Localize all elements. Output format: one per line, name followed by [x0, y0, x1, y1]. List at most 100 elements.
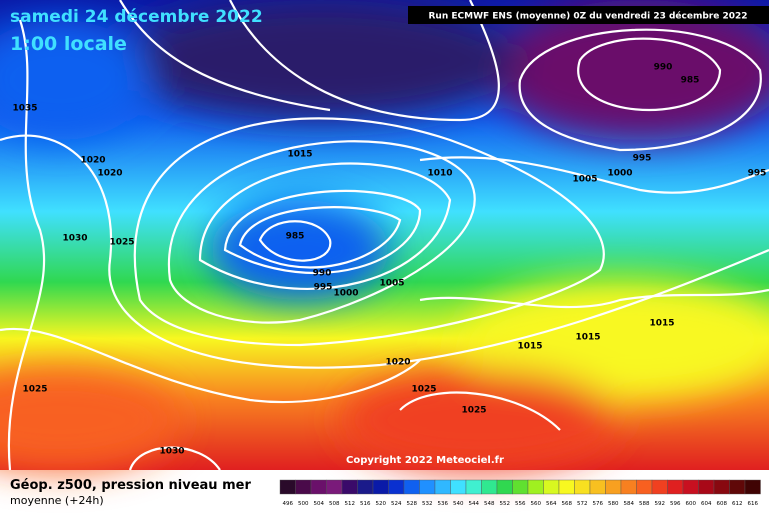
scale-swatch	[543, 479, 560, 495]
scale-swatch	[744, 479, 761, 495]
scale-label: 520	[376, 501, 387, 507]
isobar-label: 1030	[159, 447, 184, 457]
isobar-label: 985	[681, 76, 700, 86]
scale-swatch	[341, 479, 358, 495]
copyright: Copyright 2022 Meteociel.fr	[346, 455, 504, 466]
date: samedi 24 décembre 2022	[10, 7, 263, 27]
isobar-label: 1020	[97, 169, 122, 179]
scale-swatch	[574, 479, 591, 495]
scale-label: 544	[469, 501, 480, 507]
scale-label: 524	[391, 501, 402, 507]
scale-label: 572	[577, 501, 588, 507]
isobar-label: 1000	[607, 169, 632, 179]
scale-swatch	[326, 479, 343, 495]
scale-label: 592	[655, 501, 666, 507]
scale-label: 532	[422, 501, 433, 507]
isobar-label: 1020	[385, 358, 410, 368]
scale-label: 516	[360, 501, 371, 507]
isobar-label: 1000	[333, 289, 358, 299]
isobar-label: 1015	[287, 150, 312, 160]
isobars	[0, 0, 769, 470]
scale-label: 600	[686, 501, 697, 507]
scale-swatch	[620, 479, 637, 495]
scale-swatch	[512, 479, 529, 495]
isobar-label: 1025	[411, 385, 436, 395]
scale-swatch	[403, 479, 420, 495]
isobar-label: 1025	[22, 385, 47, 395]
scale-swatch	[651, 479, 668, 495]
isobar-label: 990	[313, 269, 332, 279]
isobar-label: 1015	[575, 333, 600, 343]
isobar-label: 1005	[572, 175, 597, 185]
isobar-label: 1015	[517, 342, 542, 352]
scale-label: 568	[562, 501, 573, 507]
isobar-label: 1020	[80, 156, 105, 166]
scale-label: 596	[670, 501, 681, 507]
color-scale: 496 500 504 508 512 516 520 524 528 532 536 540 544 5…	[279, 479, 761, 507]
isobar-label: 1015	[649, 319, 674, 329]
scale-label: 588	[639, 501, 650, 507]
scale-label: 536	[438, 501, 449, 507]
scale-swatch	[465, 479, 482, 495]
isobar-label: 995	[314, 283, 333, 293]
legend-title: Géop. z500, pression niveau mer	[10, 478, 251, 493]
scale-swatch	[636, 479, 653, 495]
scale-swatch	[729, 479, 746, 495]
scale-swatch	[496, 479, 513, 495]
scale-swatch	[372, 479, 389, 495]
scale-label: 496	[283, 501, 294, 507]
run-info: Run ECMWF ENS (moyenne) 0Z du vendredi 2…	[428, 11, 747, 22]
time: 1:00 locale	[10, 33, 127, 55]
isobar-label: 1025	[461, 406, 486, 416]
scale-label: 552	[500, 501, 511, 507]
isobar-label: 1005	[379, 279, 404, 289]
scale-swatch	[450, 479, 467, 495]
scale-label: 504	[314, 501, 325, 507]
legend-subtitle: moyenne (+24h)	[10, 494, 104, 507]
scale-swatch	[605, 479, 622, 495]
isobar-label: 1030	[62, 234, 87, 244]
scale-label: 500	[298, 501, 309, 507]
scale-swatch	[295, 479, 312, 495]
scale-label: 560	[531, 501, 542, 507]
scale-swatch	[558, 479, 575, 495]
scale-label: 548	[484, 501, 495, 507]
scale-label: 528	[407, 501, 418, 507]
scale-swatch	[310, 479, 327, 495]
scale-label: 540	[453, 501, 464, 507]
scale-swatch	[481, 479, 498, 495]
scale-swatch	[527, 479, 544, 495]
scale-swatch	[667, 479, 684, 495]
scale-label: 580	[608, 501, 619, 507]
isobar-label: 995	[633, 154, 652, 164]
scale-label: 512	[345, 501, 356, 507]
isobar-label: 1035	[12, 104, 37, 114]
scale-label: 584	[624, 501, 635, 507]
isobar-label: 1010	[427, 169, 452, 179]
scale-swatch	[698, 479, 715, 495]
isobar-label: 995	[748, 169, 767, 179]
scale-swatch	[419, 479, 436, 495]
scale-swatch	[388, 479, 405, 495]
scale-label: 608	[717, 501, 728, 507]
isobar-label: 985	[286, 232, 305, 242]
scale-swatch	[682, 479, 699, 495]
scale-swatch	[434, 479, 451, 495]
isobar-label: 1025	[109, 238, 134, 248]
isobar-label: 990	[654, 63, 673, 73]
scale-label: 576	[593, 501, 604, 507]
scale-swatch	[713, 479, 730, 495]
scale-label: 604	[701, 501, 712, 507]
scale-swatch	[357, 479, 374, 495]
scale-label: 616	[748, 501, 759, 507]
scale-label: 556	[515, 501, 526, 507]
scale-swatch	[589, 479, 606, 495]
scale-label: 612	[732, 501, 743, 507]
scale-label: 508	[329, 501, 340, 507]
run-box	[408, 6, 769, 24]
field-shading	[0, 0, 769, 470]
scale-swatch	[279, 479, 296, 495]
